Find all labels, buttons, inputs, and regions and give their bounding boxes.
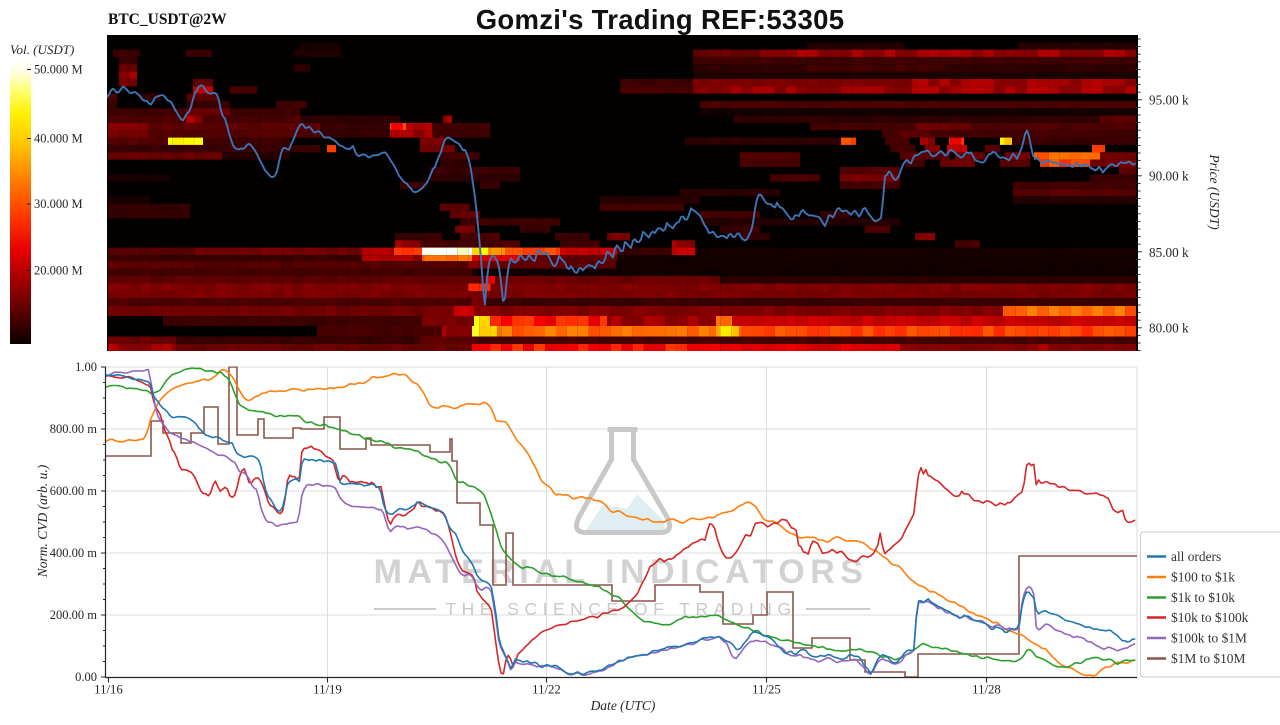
- svg-text:$100k to $1M: $100k to $1M: [1171, 631, 1247, 646]
- svg-text:1.00: 1.00: [75, 360, 97, 374]
- svg-text:85.00 k: 85.00 k: [1149, 245, 1189, 260]
- svg-text:Norm. CVD (arb. u.): Norm. CVD (arb. u.): [35, 464, 50, 578]
- svg-text:30.000 M: 30.000 M: [34, 197, 83, 211]
- svg-text:MATERIAL INDICATORS: MATERIAL INDICATORS: [374, 553, 869, 591]
- svg-text:200.00 m: 200.00 m: [50, 608, 98, 622]
- svg-text:80.00 k: 80.00 k: [1149, 320, 1189, 335]
- svg-text:90.00 k: 90.00 k: [1149, 168, 1189, 183]
- svg-text:Price (USDT): Price (USDT): [1207, 153, 1222, 230]
- svg-text:50.000 M: 50.000 M: [34, 63, 83, 77]
- svg-text:40.000 M: 40.000 M: [34, 132, 83, 146]
- svg-text:11/19: 11/19: [313, 683, 342, 697]
- svg-text:all orders: all orders: [1171, 549, 1221, 564]
- svg-text:20.000 M: 20.000 M: [34, 264, 83, 278]
- svg-text:$10k to $100k: $10k to $100k: [1171, 610, 1249, 625]
- svg-text:BTC_USDT@2W: BTC_USDT@2W: [108, 11, 227, 28]
- svg-text:11/28: 11/28: [972, 683, 1001, 697]
- svg-text:Date (UTC): Date (UTC): [590, 698, 656, 713]
- svg-text:Vol. (USDT): Vol. (USDT): [10, 42, 74, 57]
- svg-text:11/16: 11/16: [94, 683, 123, 697]
- svg-text:$1M to $10M: $1M to $10M: [1171, 651, 1245, 666]
- svg-text:Gomzi's Trading REF:53305: Gomzi's Trading REF:53305: [476, 4, 845, 35]
- svg-text:$100 to $1k: $100 to $1k: [1171, 570, 1235, 585]
- svg-text:600.00 m: 600.00 m: [50, 484, 98, 498]
- svg-text:11/22: 11/22: [532, 683, 561, 697]
- svg-text:$1k to $10k: $1k to $10k: [1171, 590, 1235, 605]
- svg-text:800.00 m: 800.00 m: [50, 422, 98, 436]
- svg-text:400.00 m: 400.00 m: [50, 546, 98, 560]
- svg-text:95.00 k: 95.00 k: [1149, 92, 1189, 107]
- svg-text:11/25: 11/25: [752, 683, 781, 697]
